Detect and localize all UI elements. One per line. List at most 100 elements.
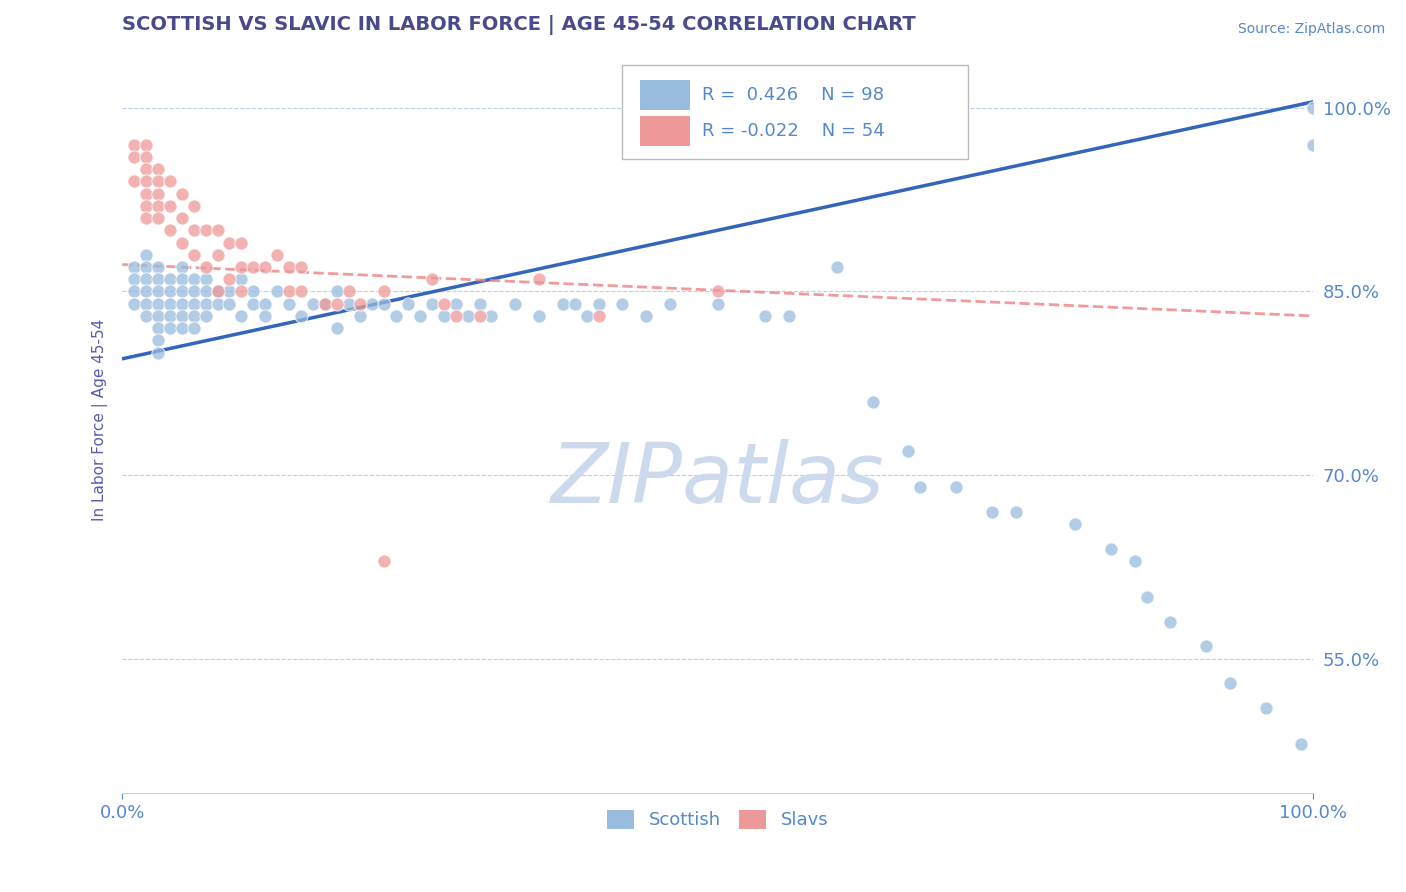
Point bbox=[146, 321, 169, 335]
Point bbox=[612, 296, 634, 310]
Point bbox=[135, 211, 157, 225]
Point bbox=[659, 296, 682, 310]
Point bbox=[862, 394, 884, 409]
Point bbox=[481, 309, 503, 323]
Point bbox=[527, 309, 550, 323]
Point bbox=[778, 309, 800, 323]
Point bbox=[290, 260, 312, 274]
Point bbox=[290, 285, 312, 299]
Point bbox=[170, 309, 193, 323]
Text: R =  0.426    N = 98: R = 0.426 N = 98 bbox=[702, 87, 884, 104]
Point bbox=[207, 223, 229, 237]
Point bbox=[266, 285, 288, 299]
FancyBboxPatch shape bbox=[640, 116, 690, 146]
Point bbox=[706, 285, 728, 299]
Point bbox=[468, 296, 491, 310]
Point bbox=[170, 235, 193, 250]
Text: SCOTTISH VS SLAVIC IN LABOR FORCE | AGE 45-54 CORRELATION CHART: SCOTTISH VS SLAVIC IN LABOR FORCE | AGE … bbox=[122, 15, 915, 35]
Point bbox=[1064, 517, 1087, 532]
Point bbox=[588, 296, 610, 310]
Point bbox=[588, 309, 610, 323]
Point bbox=[420, 272, 443, 286]
Point bbox=[754, 309, 776, 323]
Point bbox=[146, 334, 169, 348]
FancyBboxPatch shape bbox=[623, 65, 967, 159]
Point bbox=[409, 309, 432, 323]
Point bbox=[194, 272, 217, 286]
Point bbox=[433, 296, 456, 310]
Point bbox=[135, 186, 157, 201]
Point bbox=[135, 285, 157, 299]
Point bbox=[564, 296, 586, 310]
Point bbox=[897, 443, 920, 458]
Point bbox=[159, 309, 181, 323]
Point bbox=[135, 260, 157, 274]
Point bbox=[254, 296, 277, 310]
Point bbox=[325, 321, 347, 335]
Point bbox=[231, 235, 253, 250]
Point bbox=[122, 150, 145, 164]
Point bbox=[146, 309, 169, 323]
Point bbox=[159, 199, 181, 213]
Point bbox=[278, 285, 301, 299]
Point bbox=[503, 296, 526, 310]
Point bbox=[183, 285, 205, 299]
Point bbox=[457, 309, 479, 323]
Y-axis label: In Labor Force | Age 45-54: In Labor Force | Age 45-54 bbox=[93, 318, 108, 521]
Point bbox=[231, 272, 253, 286]
Point bbox=[444, 296, 467, 310]
Point bbox=[146, 211, 169, 225]
Text: R = -0.022    N = 54: R = -0.022 N = 54 bbox=[702, 122, 884, 140]
Point bbox=[254, 309, 277, 323]
Point bbox=[170, 260, 193, 274]
Point bbox=[290, 309, 312, 323]
Point bbox=[159, 174, 181, 188]
Point bbox=[135, 162, 157, 177]
Text: Source: ZipAtlas.com: Source: ZipAtlas.com bbox=[1237, 22, 1385, 37]
Point bbox=[218, 235, 240, 250]
Point bbox=[159, 296, 181, 310]
Point bbox=[146, 162, 169, 177]
Point bbox=[231, 260, 253, 274]
Point bbox=[1302, 101, 1324, 115]
Text: ZIPatlas: ZIPatlas bbox=[551, 439, 884, 520]
Point bbox=[135, 248, 157, 262]
Point bbox=[1159, 615, 1181, 629]
Point bbox=[146, 272, 169, 286]
Point bbox=[1254, 700, 1277, 714]
Point bbox=[231, 285, 253, 299]
Point bbox=[194, 296, 217, 310]
Point bbox=[444, 309, 467, 323]
Point bbox=[170, 296, 193, 310]
Point bbox=[183, 248, 205, 262]
Point bbox=[159, 272, 181, 286]
Legend: Scottish, Slavs: Scottish, Slavs bbox=[600, 803, 835, 837]
Point bbox=[433, 309, 456, 323]
Point bbox=[122, 174, 145, 188]
Point bbox=[349, 309, 371, 323]
Point bbox=[194, 223, 217, 237]
Point bbox=[337, 285, 360, 299]
Point bbox=[170, 321, 193, 335]
Point bbox=[207, 285, 229, 299]
Point bbox=[183, 309, 205, 323]
Point bbox=[420, 296, 443, 310]
Point bbox=[575, 309, 598, 323]
Point bbox=[135, 174, 157, 188]
Point bbox=[361, 296, 384, 310]
Point bbox=[551, 296, 574, 310]
Point bbox=[122, 137, 145, 152]
Point bbox=[135, 272, 157, 286]
Point bbox=[170, 272, 193, 286]
Point bbox=[242, 296, 264, 310]
Point bbox=[278, 260, 301, 274]
Point bbox=[1123, 554, 1146, 568]
Point bbox=[373, 285, 395, 299]
Point bbox=[385, 309, 408, 323]
Point bbox=[1219, 676, 1241, 690]
Point bbox=[301, 296, 323, 310]
Point bbox=[218, 272, 240, 286]
Point bbox=[183, 321, 205, 335]
Point bbox=[194, 260, 217, 274]
Point bbox=[183, 223, 205, 237]
